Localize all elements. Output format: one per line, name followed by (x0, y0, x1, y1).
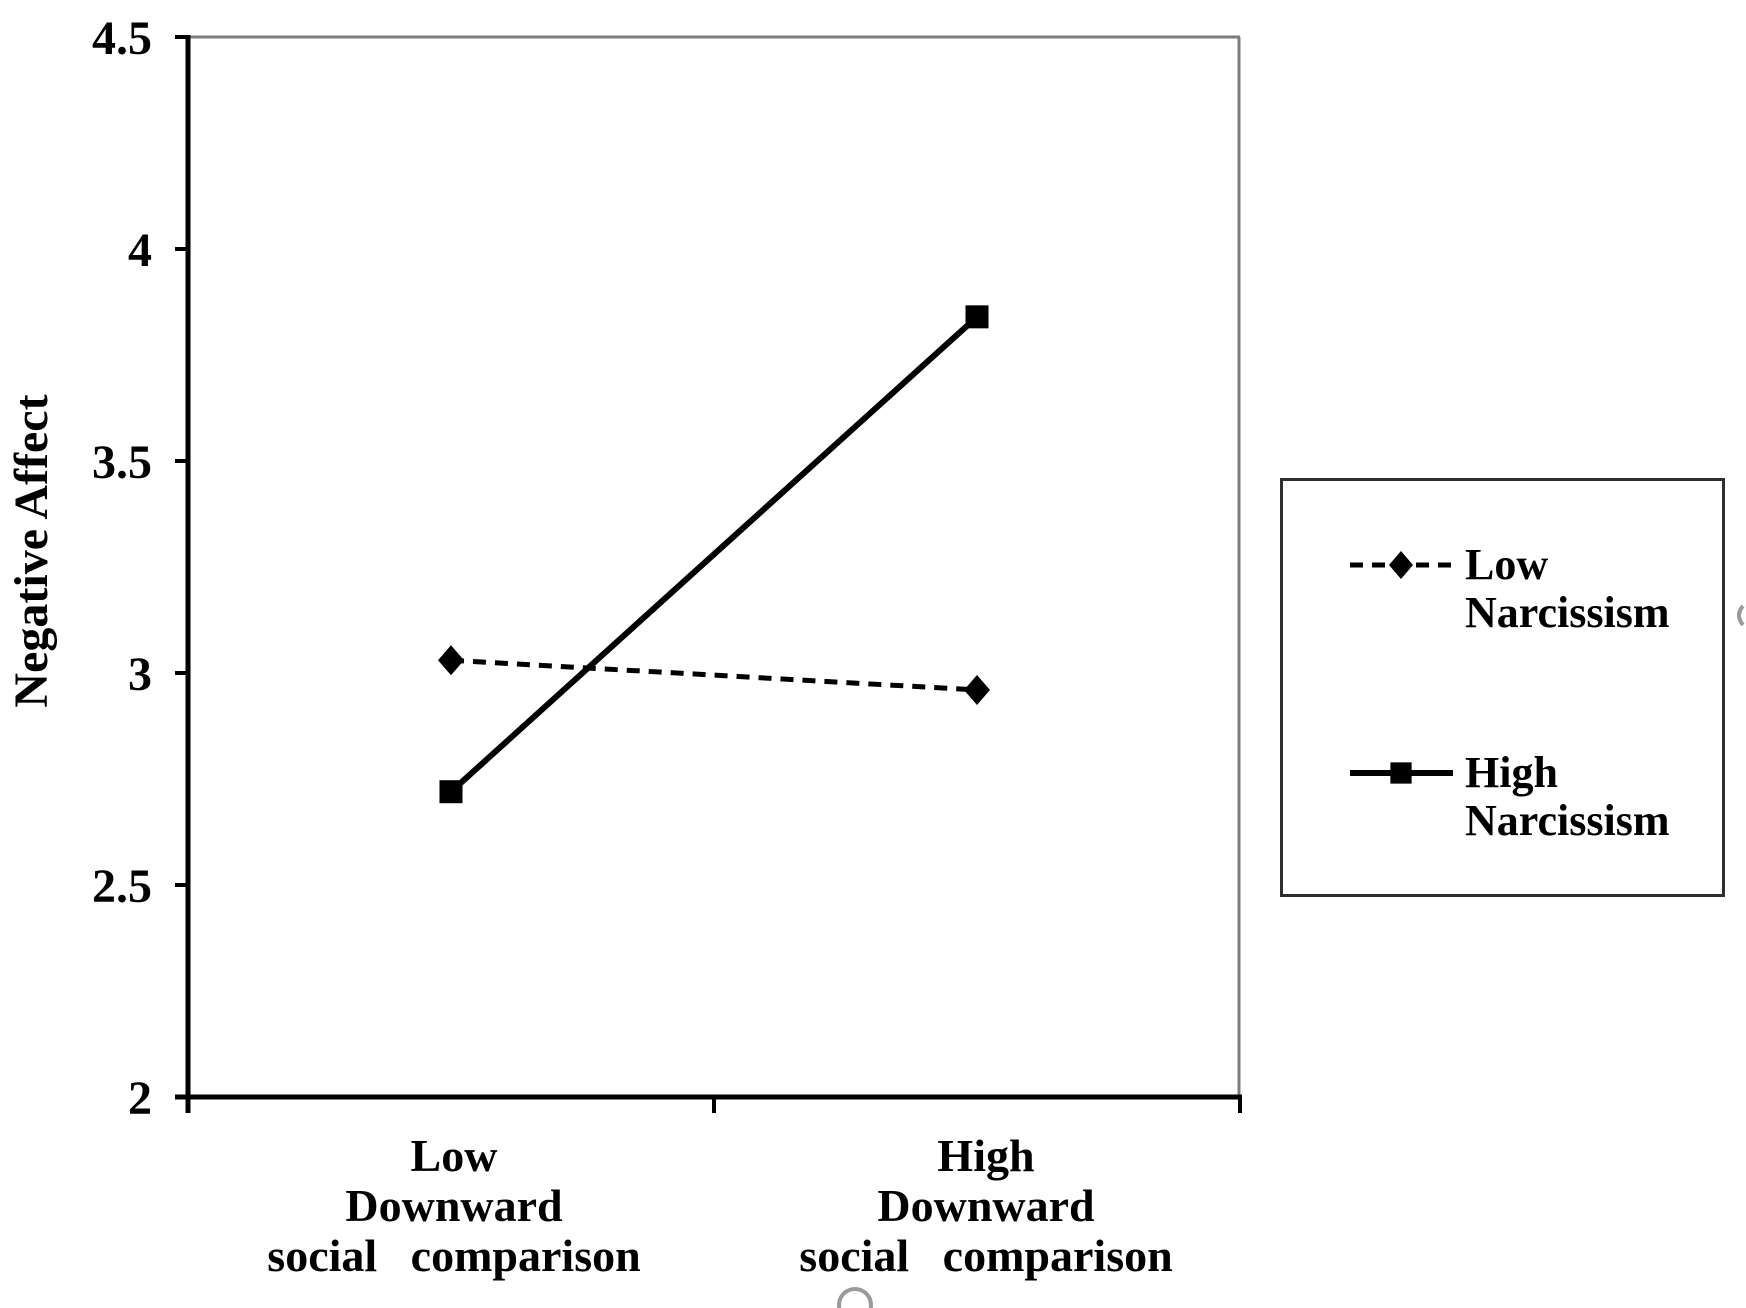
legend-sample-solid-square-line (1350, 762, 1453, 784)
data-line-high-narcissism (448, 314, 980, 794)
legend-label-high-narcissism: High Narcissism (1465, 749, 1670, 845)
y-tick-label: 4.5 (92, 12, 152, 65)
legend-sample-marker-square (1390, 762, 1412, 784)
data-point-diamond-low-narcissism (964, 674, 990, 705)
legend-label-low-narcissism: Low Narcissism (1465, 541, 1670, 637)
legend-sample-dashed-diamond-line (1350, 551, 1453, 579)
legend: Low Narcissism High Narcissism (1280, 478, 1725, 897)
legend-item-low-narcissism: Low Narcissism (1350, 541, 1670, 637)
legend-sample-marker-diamond (1389, 551, 1413, 579)
data-point-square-high-narcissism (965, 305, 989, 329)
data-point-diamond-low-narcissism (438, 645, 464, 676)
data-line-low-narcissism (450, 657, 978, 693)
data-point-square-high-narcissism (439, 780, 463, 804)
legend-item-high-narcissism: High Narcissism (1350, 749, 1670, 845)
x-category-label: Low Downward social comparison (267, 1130, 640, 1281)
legend-label-line: High (1465, 748, 1558, 797)
y-tick-label: 3 (128, 648, 152, 701)
legend-label-line: Narcissism (1465, 588, 1670, 637)
scan-artifact-tick (1737, 604, 1745, 627)
y-tick-label: 4 (128, 224, 152, 277)
x-category-label: High Downward social comparison (799, 1130, 1172, 1281)
legend-label-line: Low (1465, 540, 1549, 589)
scan-artifact-circle (837, 1287, 873, 1308)
y-tick-label: 2 (128, 1072, 152, 1125)
y-tick-label: 2.5 (92, 860, 152, 913)
y-tick-label: 3.5 (92, 436, 152, 489)
legend-label-line: Narcissism (1465, 796, 1670, 845)
